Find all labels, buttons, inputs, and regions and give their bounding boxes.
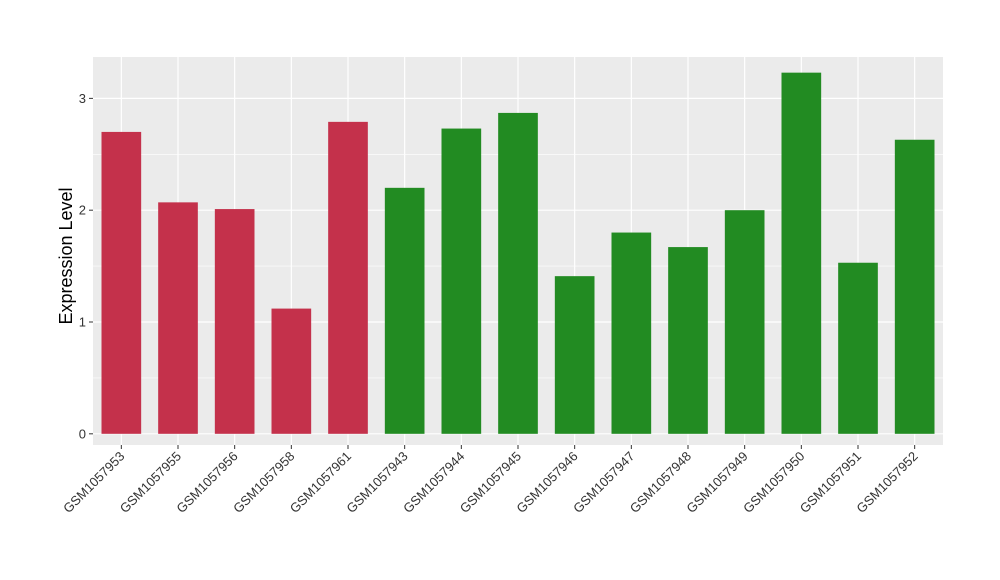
bar — [611, 232, 652, 434]
bar — [781, 72, 822, 434]
bar — [554, 276, 595, 434]
bar — [384, 187, 425, 434]
y-axis-title: Expression Level — [56, 187, 76, 324]
bar — [668, 247, 708, 434]
y-tick-label: 2 — [79, 203, 86, 218]
bar — [894, 139, 935, 434]
bar — [328, 121, 368, 434]
y-tick-label: 1 — [79, 315, 86, 330]
bar — [214, 209, 255, 434]
bar — [158, 202, 198, 434]
bar — [271, 308, 312, 434]
bar — [498, 112, 538, 434]
y-axis: 0 1 2 3 — [79, 91, 93, 441]
y-tick-label: 3 — [79, 91, 86, 106]
bar — [838, 262, 878, 434]
x-axis: GSM1057953GSM1057955GSM1057956GSM1057958… — [60, 445, 921, 516]
bar — [724, 210, 765, 434]
bar — [441, 128, 482, 434]
bar — [101, 131, 142, 434]
bars — [101, 72, 935, 434]
y-tick-label: 0 — [79, 426, 86, 441]
